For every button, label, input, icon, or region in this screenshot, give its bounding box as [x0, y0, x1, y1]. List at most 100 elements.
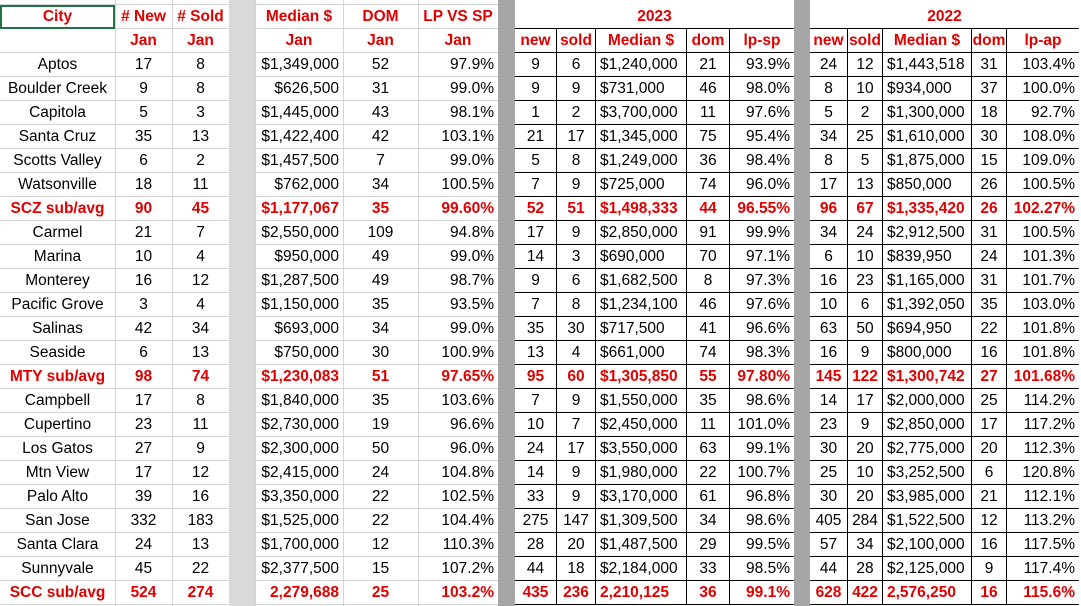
data-2022-cell[interactable]: 117.5%	[1006, 533, 1079, 557]
data-2023-cell[interactable]: $2,850,000	[595, 221, 686, 245]
data-2023-cell[interactable]: 33	[515, 485, 556, 509]
data-2022-cell[interactable]: $1,443,518	[882, 53, 971, 77]
data-2023-cell[interactable]: 35	[686, 389, 729, 413]
data-cell[interactable]: 13	[191, 344, 210, 361]
data-2022-cell[interactable]: 101.3%	[1006, 245, 1079, 269]
data-2022-cell[interactable]: 20	[847, 437, 882, 461]
data-cell[interactable]: 13	[191, 536, 210, 553]
data-2022-cell[interactable]: 101.8%	[1006, 317, 1079, 341]
data-cell[interactable]: 12	[371, 536, 390, 553]
data-cell[interactable]: 22	[371, 488, 390, 505]
data-2023-cell[interactable]: 97.3%	[729, 269, 794, 293]
data-cell[interactable]: 8	[196, 56, 205, 73]
data-cell[interactable]: 24	[371, 464, 390, 481]
data-2022-cell[interactable]: 117.2%	[1006, 413, 1079, 437]
data-cell[interactable]: 98.1%	[450, 104, 494, 121]
data-2022-cell[interactable]: 30	[810, 485, 847, 509]
header-month-sold[interactable]: Jan	[187, 32, 214, 49]
subtotal-cell[interactable]: 2,279,688	[270, 584, 339, 601]
data-cell[interactable]: 183	[187, 512, 214, 529]
data-2022-cell[interactable]: 31	[971, 221, 1006, 245]
data-cell[interactable]: 43	[371, 104, 390, 121]
data-2022-cell[interactable]: 103.0%	[1006, 293, 1079, 317]
header-2023-col[interactable]: Median $	[595, 29, 686, 53]
subtotal-2023-cell[interactable]: 51	[556, 197, 595, 221]
header-2022-col[interactable]: dom	[971, 29, 1006, 53]
data-cell[interactable]: Palo Alto	[26, 488, 89, 505]
data-cell[interactable]: Seaside	[29, 344, 86, 361]
data-2022-cell[interactable]: $1,522,500	[882, 509, 971, 533]
data-2022-cell[interactable]: 12	[971, 509, 1006, 533]
data-2023-cell[interactable]: 74	[686, 341, 729, 365]
data-cell[interactable]: 100.5%	[441, 176, 494, 193]
subtotal-cell[interactable]: 97.65%	[441, 368, 494, 385]
data-2022-cell[interactable]: 34	[810, 221, 847, 245]
subtotal-2022-cell[interactable]: 628	[810, 581, 847, 605]
data-2023-cell[interactable]: 147	[556, 509, 595, 533]
subtotal-cell[interactable]: 45	[191, 200, 210, 217]
data-cell[interactable]: Cupertino	[23, 416, 92, 433]
data-2023-cell[interactable]: 20	[556, 533, 595, 557]
header-2023-col[interactable]: dom	[686, 29, 729, 53]
data-2022-cell[interactable]: 16	[810, 341, 847, 365]
header-month-median[interactable]: Jan	[285, 32, 313, 49]
data-2022-cell[interactable]: $1,875,000	[882, 149, 971, 173]
data-cell[interactable]: 12	[191, 272, 210, 289]
subtotal-2023-cell[interactable]: $1,305,850	[595, 365, 686, 389]
subtotal-cell[interactable]: 51	[371, 368, 390, 385]
data-2023-cell[interactable]: 44	[515, 557, 556, 581]
data-2022-cell[interactable]: 113.2%	[1006, 509, 1079, 533]
data-cell[interactable]: 34	[371, 176, 390, 193]
data-2022-cell[interactable]: 28	[847, 557, 882, 581]
data-cell[interactable]: 99.0%	[450, 248, 494, 265]
subtotal-2022-cell[interactable]: 67	[847, 197, 882, 221]
data-2022-cell[interactable]: 34	[810, 125, 847, 149]
data-cell[interactable]: 22	[191, 560, 210, 577]
data-cell[interactable]: 6	[139, 152, 148, 169]
data-2022-cell[interactable]: 5	[810, 101, 847, 125]
data-2023-cell[interactable]: 98.6%	[729, 509, 794, 533]
data-2023-cell[interactable]: 33	[686, 557, 729, 581]
data-2023-cell[interactable]: 97.6%	[729, 101, 794, 125]
header-2023-col[interactable]: lp-sp	[729, 29, 794, 53]
subtotal-cell[interactable]: 74	[191, 368, 210, 385]
data-2022-cell[interactable]: $1,300,000	[882, 101, 971, 125]
subtotal-2023-cell[interactable]: 236	[556, 581, 595, 605]
data-2022-cell[interactable]: 100.0%	[1006, 77, 1079, 101]
data-2022-cell[interactable]: 44	[810, 557, 847, 581]
data-2022-cell[interactable]: 31	[971, 269, 1006, 293]
subtotal-2022-cell[interactable]: 16	[971, 581, 1006, 605]
data-cell[interactable]: 6	[139, 344, 148, 361]
data-2022-cell[interactable]: $2,775,000	[882, 437, 971, 461]
data-cell[interactable]: 7	[196, 224, 205, 241]
data-2023-cell[interactable]: 99.9%	[729, 221, 794, 245]
data-cell[interactable]: 93.5%	[450, 296, 494, 313]
data-cell[interactable]: San Jose	[25, 512, 90, 529]
data-cell[interactable]: 16	[134, 272, 153, 289]
data-2023-cell[interactable]: 7	[515, 293, 556, 317]
subtotal-cell[interactable]: 524	[130, 584, 157, 601]
data-2023-cell[interactable]: 8	[686, 269, 729, 293]
data-cell[interactable]: 13	[191, 128, 210, 145]
subtotal-2022-cell[interactable]: 27	[971, 365, 1006, 389]
data-cell[interactable]: Watsonville	[18, 176, 97, 193]
data-cell[interactable]: 42	[134, 320, 153, 337]
data-cell[interactable]: 99.0%	[450, 152, 494, 169]
data-cell[interactable]: 17	[134, 392, 153, 409]
data-cell[interactable]: Santa Cruz	[18, 128, 97, 145]
data-cell[interactable]: $3,350,000	[261, 488, 339, 505]
data-2023-cell[interactable]: $1,234,100	[595, 293, 686, 317]
year-2022-header[interactable]: 2022	[810, 5, 1079, 29]
subtotal-2022-cell[interactable]: $1,300,742	[882, 365, 971, 389]
subtotal-2023-cell[interactable]: 96.55%	[729, 197, 794, 221]
data-2023-cell[interactable]: 5	[515, 149, 556, 173]
subtotal-2023-cell[interactable]: 99.1%	[729, 581, 794, 605]
data-2023-cell[interactable]: 9	[556, 389, 595, 413]
data-2022-cell[interactable]: $800,000	[882, 341, 971, 365]
header-sold[interactable]: # Sold	[177, 8, 224, 25]
data-2022-cell[interactable]: 9	[971, 557, 1006, 581]
data-2023-cell[interactable]: 24	[515, 437, 556, 461]
data-2023-cell[interactable]: $3,170,000	[595, 485, 686, 509]
data-cell[interactable]: 52	[371, 56, 390, 73]
data-cell[interactable]: $1,700,000	[261, 536, 339, 553]
